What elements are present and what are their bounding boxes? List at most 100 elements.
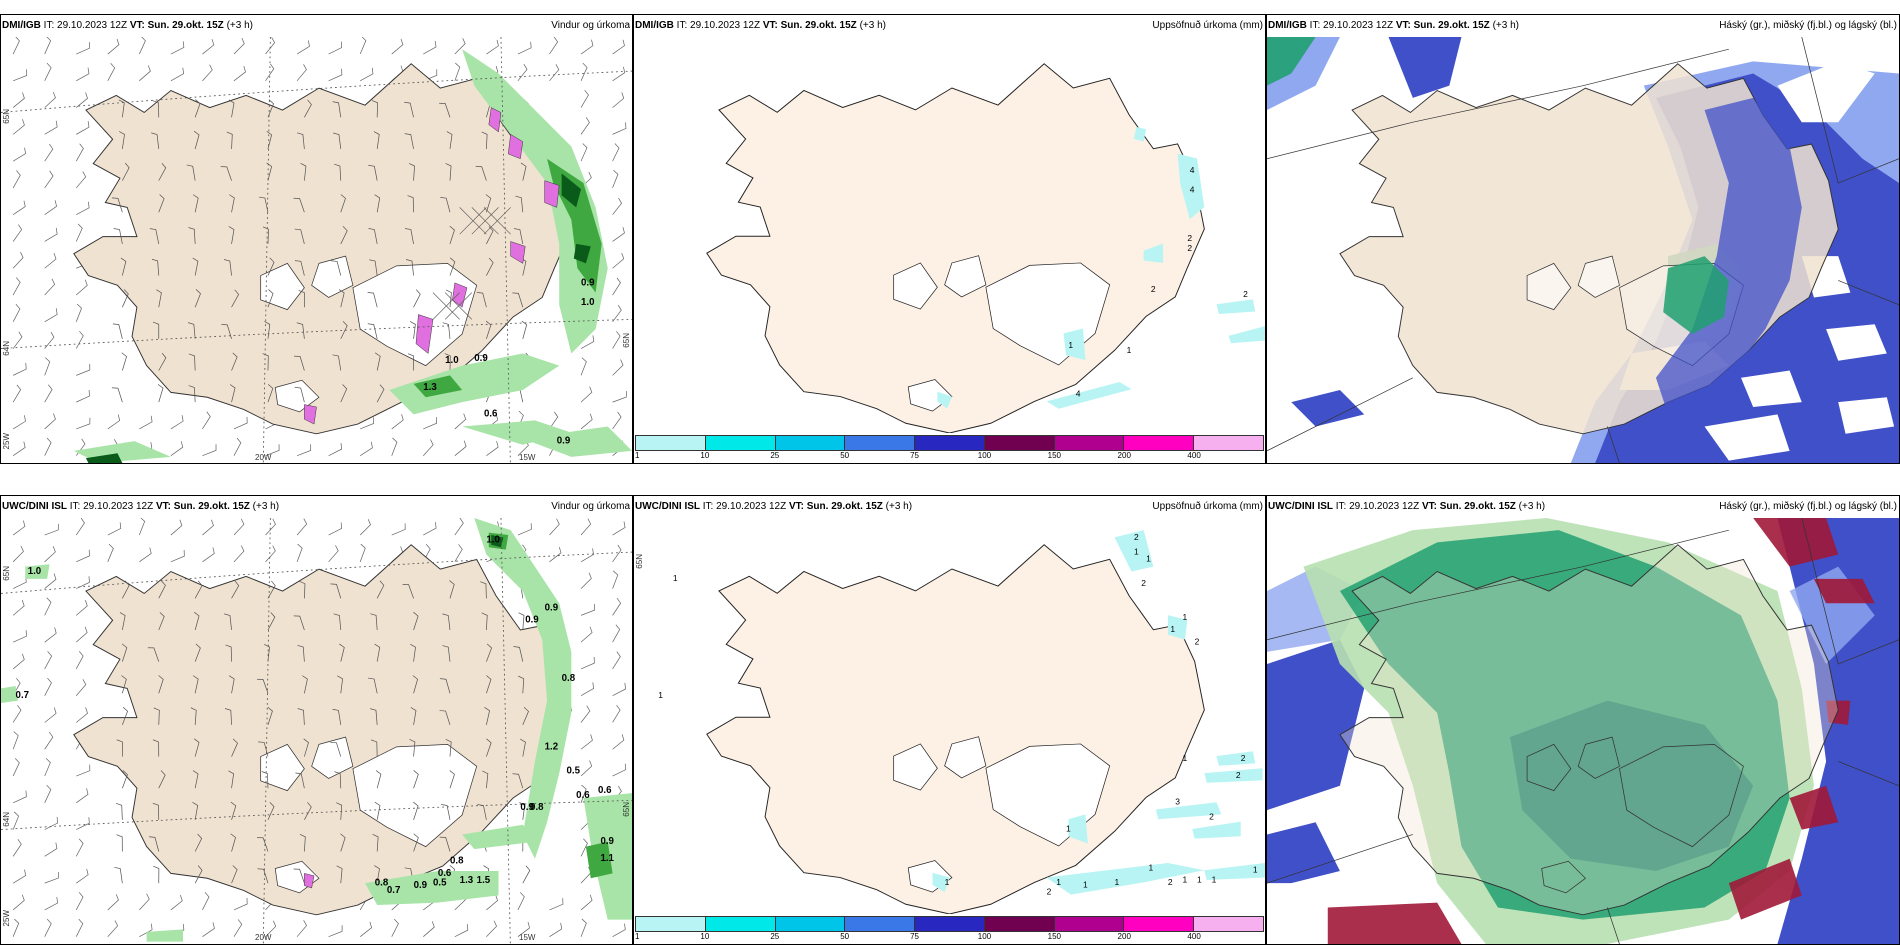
lat-label: 65N [622,333,631,348]
accum-value: 1 [1182,753,1187,763]
wind-barb [612,359,624,376]
wind-barb [374,194,381,213]
panel-dmi-clouds: DMI/IGB IT: 29.10.2023 12Z VT: Sun. 29.o… [1266,14,1900,464]
wind-barb [187,322,196,339]
wind-barb [334,771,342,789]
wind-barb [170,41,185,55]
wind-barb [192,194,199,213]
accum-value: 1 [945,877,950,887]
wind-barb [580,626,593,643]
model-name: UWC/DINI ISL [635,501,700,512]
wind-barb [580,39,594,55]
wind-barb [612,169,619,189]
wind-barb [228,770,235,789]
wind-barb [194,643,201,662]
wind-barb [202,411,211,430]
precip-value: 0.9 [545,602,559,613]
wind-barb [113,228,123,244]
wind-barb [445,289,452,308]
wind-barb [367,291,378,308]
wind-barb [12,731,19,750]
wind-barb [441,804,451,820]
wind-barb [44,143,54,162]
wind-barb [76,868,89,884]
wind-barb [331,260,342,276]
wind-barb [76,201,90,216]
vt-value: Sun. 29.okt. 15Z [806,501,883,512]
wind-barb [296,322,305,339]
wind-barb [612,277,621,296]
wind-barb [44,278,56,296]
legend-swatch [984,436,1055,450]
wind-barb [293,868,305,884]
wind-barb [580,784,587,803]
wind-barb [118,99,125,118]
panel-header: DMI/IGB IT: 29.10.2023 12Z VT: Sun. 29.o… [1,15,632,37]
wind-barb [76,417,91,430]
wind-barb [293,615,305,631]
wind-barb [612,227,625,242]
wind-barb [111,387,123,403]
wind-barb [359,543,366,562]
wind-barb [12,600,25,616]
wind-barb [76,764,91,777]
wind-barb [12,705,22,723]
wind-barb [75,892,84,911]
wind-barb [299,834,306,852]
legend-tick: 25 [770,932,780,941]
wind-barb [44,92,56,108]
wind-barb [391,918,399,937]
lat-label: 65N [635,554,644,569]
wind-barb [12,277,21,296]
wind-barb [44,308,58,323]
wind-barb [296,132,305,150]
wind-barb [340,833,346,852]
wind-barb [580,62,588,81]
legend-tick: 100 [977,451,992,460]
wind-barb [413,833,419,852]
wind-barb [332,101,342,118]
wind-barb [12,869,27,884]
wind-barb [612,252,625,269]
wind-barb [44,384,53,403]
wind-barb [158,194,165,213]
wind-barb [75,279,88,296]
wind-barb [233,437,242,456]
wind-barb [302,675,308,694]
wind-barb [517,892,525,911]
wind-barb [12,384,22,403]
accum-value: 1 [658,690,663,700]
wind-barb [121,352,128,371]
wind-barb [75,518,85,536]
wind-barb [454,544,463,563]
wind-barb [412,675,418,694]
legend-swatch [775,917,846,931]
accum-value: 2 [1236,770,1241,780]
it-label: IT: [69,501,81,512]
wind-barb [138,518,146,536]
wind-barb [225,644,232,662]
wind-barb [75,626,88,643]
wind-barb [522,707,529,726]
wind-barb [370,708,378,725]
accum-value: 1 [1134,546,1139,556]
legend-tick: 200 [1117,932,1131,941]
accum-value: 1 [673,573,678,583]
wind-barb [12,545,24,563]
wind-barb [76,42,90,55]
wind-barb [294,260,305,276]
wind-barb [261,771,269,789]
wind-barb [439,102,451,118]
wind-barb [221,324,232,339]
wind-barb [44,842,58,857]
precip-value: 0.6 [598,785,612,796]
accum-value: 1 [1182,612,1187,622]
wind-barb [76,707,88,723]
precip-value: 1.0 [28,566,41,577]
wind-barb [413,770,419,789]
wind-barb [294,228,305,245]
wind-barb [233,37,245,55]
wind-barb [44,62,52,81]
wind-barb [267,706,273,726]
hail-hatch [432,207,511,320]
